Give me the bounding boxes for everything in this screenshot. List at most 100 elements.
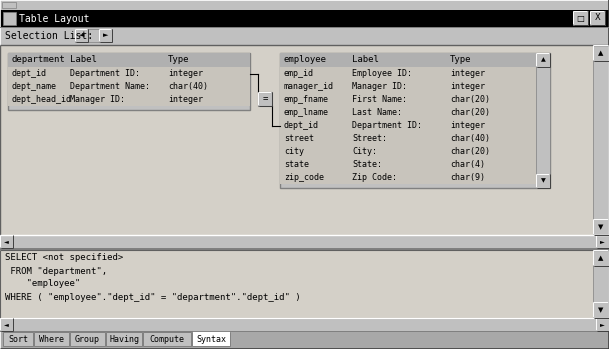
Bar (593, 219, 609, 235)
Bar (590, 11, 605, 25)
Text: char(40): char(40) (450, 134, 490, 143)
Bar (280, 53, 550, 188)
Bar (0, 318, 13, 331)
Text: WHERE ( "employee"."dept_id" = "department"."dept_id" ): WHERE ( "employee"."dept_id" = "departme… (5, 292, 301, 302)
Text: Manager ID:: Manager ID: (352, 82, 407, 91)
Text: ▼: ▼ (541, 178, 546, 184)
Bar (0, 331, 609, 349)
Text: SELECT <not specified>: SELECT <not specified> (5, 253, 123, 262)
Text: Selection List:: Selection List: (5, 31, 93, 41)
Bar (99, 29, 112, 42)
Text: FROM "department",: FROM "department", (5, 267, 107, 275)
Text: ►: ► (600, 322, 605, 327)
Bar (3, 12, 16, 25)
Text: ▲: ▲ (598, 255, 604, 261)
Text: employee: employee (284, 55, 327, 65)
Text: ►: ► (103, 32, 108, 38)
Text: Last Name:: Last Name: (352, 108, 402, 117)
Text: Type: Type (450, 55, 471, 65)
Bar (0, 235, 13, 248)
Bar (593, 250, 609, 318)
Bar (3, 332, 33, 346)
Text: Table Layout: Table Layout (19, 14, 90, 23)
Bar (0, 10, 609, 27)
Text: Compute: Compute (149, 334, 185, 343)
Bar (192, 332, 230, 346)
Text: emp_lname: emp_lname (284, 108, 329, 117)
Bar (0, 45, 609, 235)
Text: "employee": "employee" (5, 280, 80, 289)
Bar (2, 2, 16, 8)
Bar (280, 171, 536, 184)
Text: ◄: ◄ (4, 322, 9, 327)
Text: =: = (262, 94, 268, 103)
Bar (573, 11, 588, 25)
Text: dept_id: dept_id (284, 121, 319, 130)
Bar (258, 91, 272, 105)
Text: Sort: Sort (8, 334, 28, 343)
Text: integer: integer (168, 95, 203, 104)
Bar (280, 158, 536, 171)
Bar (280, 67, 536, 80)
Text: Group: Group (75, 334, 100, 343)
Text: ◄: ◄ (4, 239, 9, 244)
Text: zip_code: zip_code (284, 173, 324, 182)
Text: ◄: ◄ (79, 32, 84, 38)
Bar (280, 106, 536, 119)
Text: dept_id: dept_id (12, 69, 47, 78)
Bar (8, 53, 250, 110)
Text: emp_id: emp_id (284, 69, 314, 78)
Text: ►: ► (600, 239, 605, 244)
Text: char(4): char(4) (450, 160, 485, 169)
Bar (593, 45, 609, 61)
Text: Employee ID:: Employee ID: (352, 69, 412, 78)
Text: Zip Code:: Zip Code: (352, 173, 397, 182)
Bar (88, 29, 99, 42)
Text: street: street (284, 134, 314, 143)
Bar (75, 29, 88, 42)
Text: dept_head_id: dept_head_id (12, 95, 72, 104)
Text: Type: Type (168, 55, 189, 65)
Text: char(20): char(20) (450, 108, 490, 117)
Text: char(20): char(20) (450, 147, 490, 156)
Text: First Name:: First Name: (352, 95, 407, 104)
Text: □: □ (577, 14, 585, 22)
Bar (280, 132, 536, 145)
Bar (0, 27, 609, 45)
Bar (8, 80, 250, 93)
Bar (593, 250, 609, 266)
Text: Manager ID:: Manager ID: (70, 95, 125, 104)
Bar (536, 53, 550, 67)
Text: Department ID:: Department ID: (70, 69, 140, 78)
Text: Label: Label (70, 55, 97, 65)
Bar (0, 235, 609, 248)
Bar (106, 332, 142, 346)
Text: city: city (284, 147, 304, 156)
Text: Where: Where (39, 334, 64, 343)
Bar (0, 250, 609, 318)
Bar (280, 145, 536, 158)
Text: emp_fname: emp_fname (284, 95, 329, 104)
Bar (8, 53, 250, 67)
Bar (34, 332, 69, 346)
Text: integer: integer (450, 69, 485, 78)
Bar (8, 93, 250, 106)
Text: department: department (12, 55, 66, 65)
Text: dept_name: dept_name (12, 82, 57, 91)
Bar (536, 53, 550, 188)
Bar (0, 0, 609, 10)
Bar (593, 302, 609, 318)
Bar (280, 119, 536, 132)
Bar (8, 67, 250, 80)
Bar (596, 318, 609, 331)
Text: ▲: ▲ (541, 58, 546, 62)
Text: State:: State: (352, 160, 382, 169)
Bar (0, 331, 609, 332)
Bar (143, 332, 191, 346)
Text: X: X (594, 14, 600, 22)
Bar (0, 27, 609, 28)
Text: integer: integer (168, 69, 203, 78)
Text: Having: Having (109, 334, 139, 343)
Text: ▼: ▼ (598, 224, 604, 230)
Text: City:: City: (352, 147, 377, 156)
